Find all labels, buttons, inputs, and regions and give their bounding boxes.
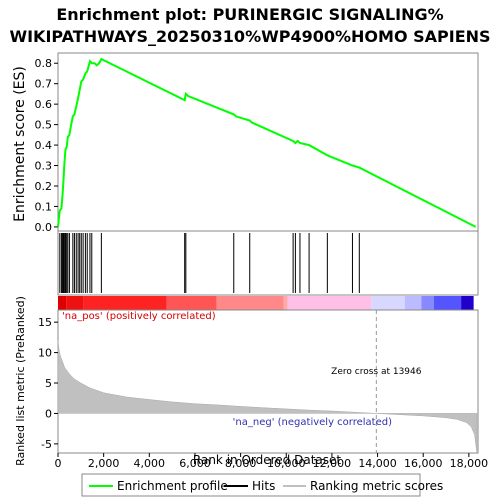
rank-x-tick-label: 8,000 [225, 457, 257, 470]
color-bar-segment [433, 296, 462, 310]
color-bar-segment [66, 296, 84, 310]
rank-y-axis: -5 0 5 10 15 [38, 316, 58, 451]
rank-x-tick-label: 14,000 [358, 457, 397, 470]
enrichment-profile-series [57, 57, 477, 228]
rank-x-tick-label: 18,000 [450, 457, 489, 470]
es-y-tick-label: 0.6 [35, 98, 53, 111]
legend-label-hits: Hits [252, 479, 275, 493]
es-panel-frame [57, 52, 479, 232]
ranking-metric-series [57, 340, 478, 454]
rank-x-tick-label: 6,000 [179, 457, 211, 470]
hits-series [59, 233, 360, 293]
color-bar-segment [58, 296, 67, 310]
negative-correlation-label: 'na_neg' (negatively correlated) [233, 417, 392, 428]
rank-y-tick-label: 10 [38, 347, 52, 360]
chart-title-line2: WIKIPATHWAYS_20250310%WP4900%HOMO SAPIEN… [9, 27, 490, 46]
rank-x-tick-label: 4,000 [134, 457, 166, 470]
rank-x-axis-label: Rank in Ordered Dataset [193, 453, 341, 467]
es-y-axis-label: Enrichment score (ES) [12, 66, 28, 222]
rank-x-tick-label: 12,000 [313, 457, 352, 470]
es-y-tick-label: 0.5 [35, 119, 53, 132]
color-bar-segment [421, 296, 434, 310]
rank-y-tick-label: 15 [38, 316, 52, 329]
enrichment-profile-line [57, 57, 477, 228]
es-y-axis: 0.0 0.1 0.2 0.3 0.4 0.5 0.6 0.7 0.8 [35, 57, 58, 234]
es-y-tick-label: 0.8 [35, 57, 53, 70]
color-bar-segment [371, 296, 405, 310]
ranking-metric-area [57, 340, 478, 454]
ranking-color-bar [58, 296, 474, 310]
rank-x-tick-label: 2,000 [88, 457, 120, 470]
legend-label-enrichment: Enrichment profile [117, 479, 228, 493]
legend-box [81, 473, 421, 497]
es-y-tick-label: 0.3 [35, 160, 53, 173]
color-bar-segment [404, 296, 422, 310]
color-bar-segment [83, 296, 167, 310]
rank-y-axis-label: Ranked list metric (PreRanked) [14, 296, 27, 466]
color-bar-segment [283, 296, 288, 310]
color-bar-segment [166, 296, 217, 310]
rank-x-axis: 0 2,000 4,000 6,000 8,000 10,000 12,000 14,000 1… [55, 453, 489, 470]
color-bar-segment [461, 296, 474, 310]
rank-panel-frame [57, 309, 479, 454]
zero-cross-label: Zero cross at 13946 [331, 367, 422, 377]
color-bar-segment [216, 296, 284, 310]
hits-panel-frame [57, 230, 479, 296]
rank-x-tick-label: 0 [55, 457, 62, 470]
es-y-tick-label: 0.7 [35, 78, 53, 91]
rank-y-tick-label: 0 [45, 407, 52, 420]
chart-title-line1: Enrichment plot: PURINERGIC SIGNALING% [56, 5, 443, 24]
rank-x-tick-label: 10,000 [267, 457, 306, 470]
es-y-tick-label: 0.1 [35, 200, 53, 213]
es-y-tick-label: 0.4 [35, 139, 53, 152]
rank-y-tick-label: 5 [45, 377, 52, 390]
es-y-tick-label: 0.2 [35, 180, 53, 193]
legend-label-ranking: Ranking metric scores [310, 479, 443, 493]
legend: Enrichment profile Hits Ranking metric s… [81, 473, 443, 497]
positive-correlation-label: 'na_pos' (positively correlated) [62, 311, 216, 322]
es-y-tick-label: 0.0 [35, 221, 53, 234]
rank-y-tick-label: -5 [41, 438, 52, 451]
rank-x-tick-label: 16,000 [404, 457, 443, 470]
color-bar-segment [287, 296, 372, 310]
